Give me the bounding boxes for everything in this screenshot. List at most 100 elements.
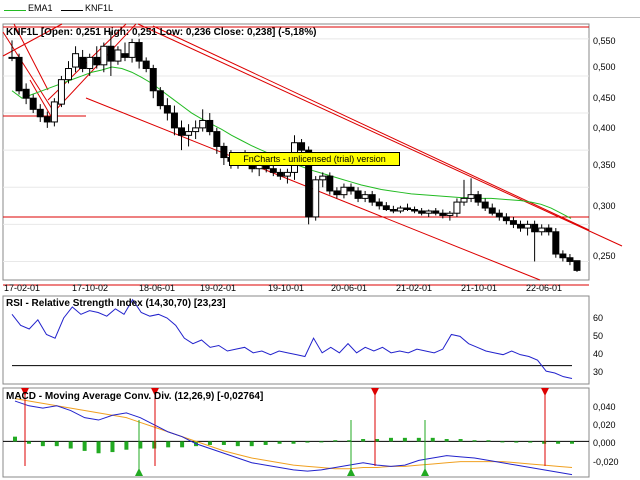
sell-signal-marker [541, 388, 549, 396]
candle-body [467, 194, 475, 199]
price-y-tick: 0,400 [593, 123, 616, 133]
candle-body [192, 127, 200, 133]
candle-body [213, 131, 221, 147]
candle-body [502, 216, 510, 222]
candle-body [347, 186, 355, 192]
macd-y-tick: 0,040 [593, 402, 616, 412]
candle-body [418, 210, 426, 214]
x-tick: 17-02-01 [4, 283, 40, 293]
candle-body [404, 207, 411, 211]
candle-body [439, 212, 447, 216]
candle-body [432, 210, 440, 214]
macd-panel-frame [2, 387, 590, 478]
buy-signal-marker [135, 468, 143, 476]
rsi-line [11, 298, 573, 379]
candle-body [72, 53, 80, 68]
x-tick: 17-10-02 [72, 283, 108, 293]
macd-hist-bar [402, 437, 407, 442]
candle-body [368, 194, 376, 203]
candle-body [474, 194, 482, 203]
macd-hist-bar [82, 441, 87, 451]
price-y-tick: 0,500 [593, 62, 616, 72]
macd-hist-bar [138, 441, 143, 449]
macd-hist-bar [277, 441, 282, 444]
rsi-y-tick: 40 [593, 349, 603, 359]
macd-y-tick: -0,020 [593, 457, 619, 467]
candle-body [135, 42, 143, 62]
candle-body [509, 220, 517, 225]
price-y-tick: 0,250 [593, 251, 616, 261]
macd-hist-bar [68, 441, 73, 449]
candle-body [22, 88, 30, 99]
candle-body [305, 149, 313, 218]
macd-hist-bar [249, 441, 254, 447]
macd-hist-bar [54, 441, 59, 447]
candle-body [340, 186, 348, 196]
candle-body [142, 60, 150, 70]
candle-body [517, 223, 524, 229]
macd-header: MACD - Moving Average Conv. Div. (12,26,… [6, 391, 263, 402]
macd-hist-bar [570, 441, 574, 444]
macd-hist-bar [263, 441, 268, 445]
candle-body [375, 201, 383, 207]
macd-hist-bar [375, 439, 380, 442]
x-tick: 19-10-01 [268, 283, 304, 293]
macd-hist-bar [500, 441, 505, 443]
candle-body [65, 68, 72, 81]
candle-body [453, 201, 461, 214]
sell-signal-marker [371, 388, 379, 396]
candle-body [354, 190, 362, 199]
candle-body [538, 227, 546, 233]
macd-hist-bar [542, 441, 547, 444]
buy-signal-marker [421, 468, 429, 476]
candle-body [178, 127, 185, 136]
candle-body [460, 197, 468, 203]
candle-body [50, 101, 58, 123]
trendline [2, 23, 63, 57]
candle-body [389, 209, 397, 212]
candle-body [559, 253, 567, 259]
x-tick: 21-02-01 [396, 283, 432, 293]
macd-hist-bar [124, 441, 129, 450]
sell-signal-marker [151, 388, 159, 396]
candle-body [333, 190, 341, 196]
candle-body [29, 97, 37, 110]
x-tick: 18-06-01 [139, 283, 175, 293]
macd-hist-bar [166, 441, 171, 448]
macd-hist-bar [235, 441, 240, 447]
sell-signal-marker [21, 388, 29, 396]
candle-body [163, 105, 171, 114]
trendlines [2, 23, 623, 286]
candle-body [170, 112, 178, 129]
candle-body [573, 260, 581, 271]
ticker-legend-label: KNF1L [85, 3, 114, 13]
legend-bar: EMA1 KNF1L [0, 0, 640, 18]
rsi-panel-frame [2, 295, 590, 385]
candle-body [411, 209, 419, 212]
candle-body [488, 207, 496, 214]
candle-body [276, 171, 284, 177]
candle-body [149, 68, 157, 92]
x-tick: 20-06-01 [331, 283, 367, 293]
macd-hist-bar [361, 439, 366, 442]
candle-body [326, 175, 334, 192]
x-tick: 21-10-01 [461, 283, 497, 293]
macd-hist-bar [514, 441, 519, 443]
buy-signal-marker [347, 468, 355, 476]
macd-hist-bar [430, 437, 435, 442]
candle-body [206, 119, 214, 133]
candle-body [545, 227, 553, 233]
macd-hist-bar [444, 439, 449, 442]
candle-body [199, 119, 207, 129]
trial-watermark: FnCharts - unlicensed (trial) version [229, 152, 400, 166]
price-grid [3, 38, 589, 262]
price-y-tick: 0,300 [593, 201, 616, 211]
candle-body [8, 56, 16, 59]
macd-hist-bar [388, 437, 393, 442]
price-header: KNF1L [Open: 0,251 High: 0,251 Low: 0,23… [6, 27, 316, 38]
candle-body [446, 212, 454, 216]
macd-hist-bar [486, 440, 491, 442]
x-tick: 22-06-01 [526, 283, 562, 293]
macd-hist-bar [305, 441, 310, 443]
candle-body [566, 257, 574, 262]
